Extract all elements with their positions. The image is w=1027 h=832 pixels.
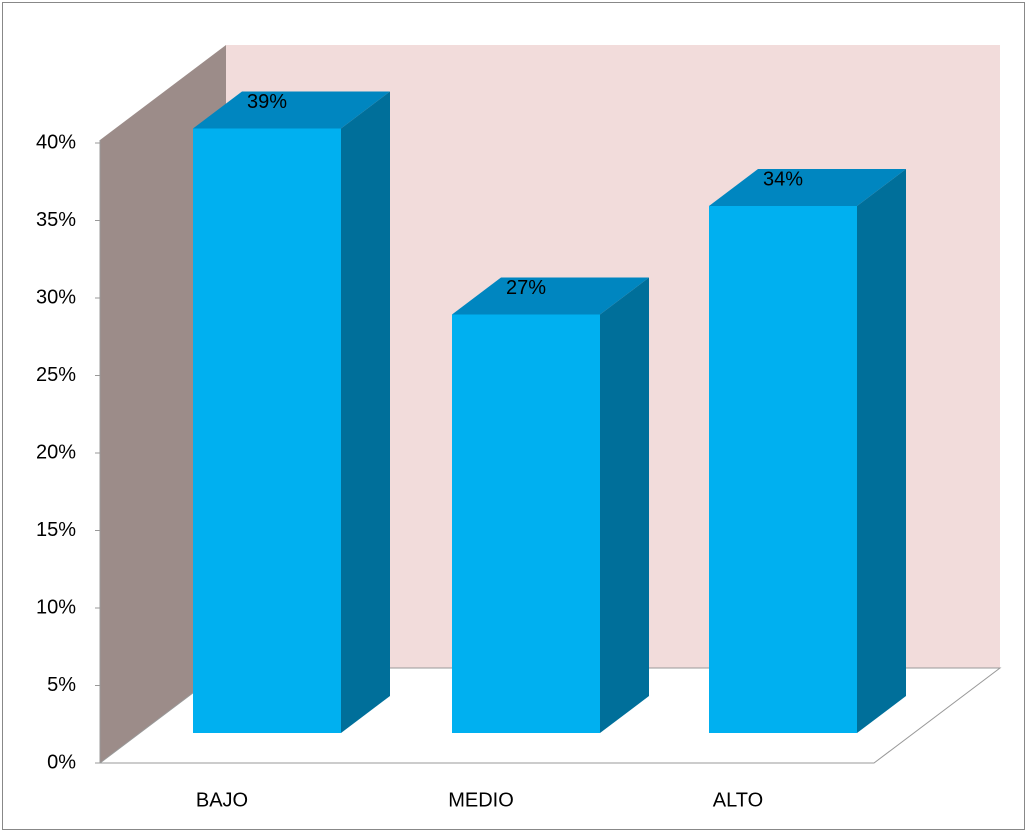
y-tick-label: 0% [47,751,76,773]
y-tick-label: 20% [36,441,76,463]
x-tick-label: BAJO [196,789,248,811]
value-label: 34% [763,168,803,190]
y-tick-label: 35% [36,209,76,231]
bar-top [452,277,649,315]
bar-top [193,91,390,129]
bar-side [600,277,649,733]
y-tick-label: 30% [36,286,76,308]
bar-side [857,169,906,733]
bar [193,91,390,733]
y-tick-label: 40% [36,131,76,153]
bar-top [709,169,906,206]
x-tick-label: ALTO [713,789,763,811]
y-tick-label: 15% [36,519,76,541]
x-tick-label: MEDIO [448,789,514,811]
value-label: 39% [247,91,287,113]
y-tick-label: 5% [47,674,76,696]
bar-front [452,314,600,733]
value-label: 27% [506,277,546,299]
bar-front [193,128,341,733]
y-tick-label: 10% [36,596,76,618]
bar-side [341,91,390,733]
bar [709,169,906,733]
bar [452,277,649,733]
bar-front [709,206,857,733]
y-tick-label: 25% [36,364,76,386]
